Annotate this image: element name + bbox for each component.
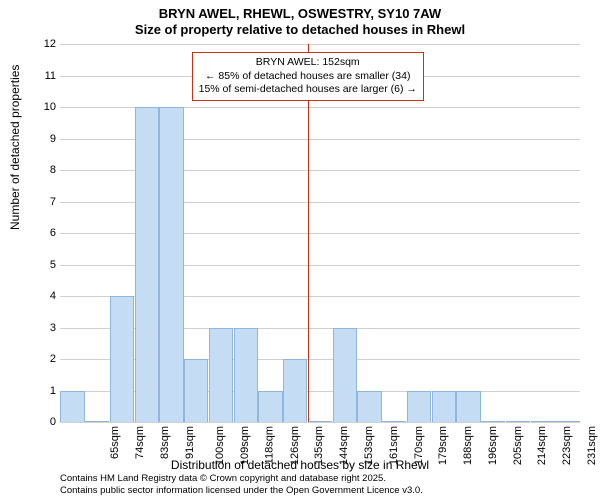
x-tick: 109sqm (239, 426, 251, 465)
bar (481, 421, 505, 422)
x-tick: 126sqm (289, 426, 301, 465)
bar (506, 421, 530, 422)
gridline (60, 44, 580, 45)
x-tick: 188sqm (462, 426, 474, 465)
bar (357, 391, 381, 423)
bar (308, 421, 332, 422)
x-tick: 83sqm (159, 426, 171, 459)
bar (85, 421, 109, 422)
y-tick: 9 (38, 133, 56, 145)
x-tick: 144sqm (338, 426, 350, 465)
x-tick: 214sqm (536, 426, 548, 465)
x-tick: 153sqm (363, 426, 375, 465)
annotation-line2: ← 85% of detached houses are smaller (34… (199, 70, 417, 84)
bar (258, 391, 282, 423)
footer: Contains HM Land Registry data © Crown c… (60, 473, 423, 496)
footer-line2: Contains public sector information licen… (60, 485, 423, 496)
x-tick: 118sqm (263, 426, 275, 464)
bar (283, 359, 307, 422)
annotation-line1: BRYN AWEL: 152sqm (199, 56, 417, 70)
annotation-box: BRYN AWEL: 152sqm← 85% of detached house… (192, 52, 424, 101)
bar (333, 328, 357, 423)
bar (159, 107, 183, 422)
y-axis-label: Number of detached properties (8, 65, 22, 230)
x-tick: 74sqm (134, 426, 146, 459)
x-tick: 179sqm (437, 426, 449, 465)
y-tick: 3 (38, 322, 56, 334)
y-tick: 10 (38, 101, 56, 113)
x-tick: 135sqm (314, 426, 326, 465)
x-tick: 205sqm (512, 426, 524, 465)
y-tick: 5 (38, 259, 56, 271)
y-tick: 8 (38, 164, 56, 176)
bar (110, 296, 134, 422)
x-tick: 65sqm (109, 426, 121, 459)
x-tick: 91sqm (184, 426, 196, 459)
bar (382, 421, 406, 422)
y-tick: 11 (38, 70, 56, 82)
y-tick: 7 (38, 196, 56, 208)
x-tick: 196sqm (487, 426, 499, 465)
bar (209, 328, 233, 423)
bar (555, 421, 579, 422)
plot-area: BRYN AWEL: 152sqm← 85% of detached house… (60, 44, 580, 422)
y-tick: 0 (38, 416, 56, 428)
gridline (60, 422, 580, 423)
bar (531, 421, 555, 422)
x-tick: 170sqm (413, 426, 425, 465)
x-tick: 231sqm (586, 426, 598, 465)
y-tick: 6 (38, 227, 56, 239)
bar (432, 391, 456, 423)
bar (135, 107, 159, 422)
bar (184, 359, 208, 422)
bar (407, 391, 431, 423)
x-tick: 161sqm (388, 426, 400, 465)
y-tick: 2 (38, 353, 56, 365)
bar (234, 328, 258, 423)
bar (456, 391, 480, 423)
x-tick: 223sqm (561, 426, 573, 465)
annotation-line3: 15% of semi-detached houses are larger (… (199, 83, 417, 97)
x-tick: 100sqm (215, 426, 227, 465)
chart-subtitle: Size of property relative to detached ho… (0, 21, 600, 37)
y-tick: 1 (38, 385, 56, 397)
footer-line1: Contains HM Land Registry data © Crown c… (60, 473, 423, 484)
chart-title: BRYN AWEL, RHEWL, OSWESTRY, SY10 7AW (0, 0, 600, 21)
chart-container: BRYN AWEL, RHEWL, OSWESTRY, SY10 7AW Siz… (0, 0, 600, 500)
y-tick: 4 (38, 290, 56, 302)
y-tick: 12 (38, 38, 56, 50)
bar (60, 391, 84, 423)
